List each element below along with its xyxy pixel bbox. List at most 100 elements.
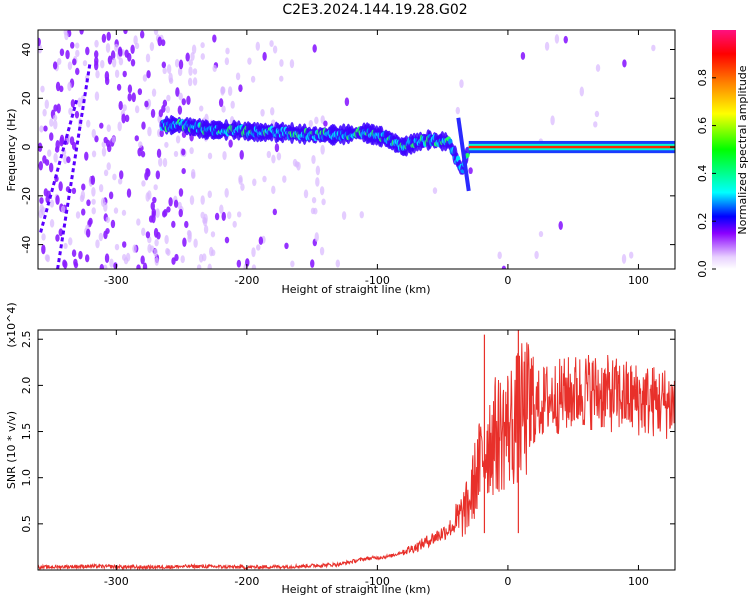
heatmap-noise-cell xyxy=(279,59,284,67)
heatmap-noise-cell xyxy=(189,195,195,206)
heatmap-noise-cell xyxy=(171,220,176,228)
heatmap-noise-cell xyxy=(187,77,193,87)
heatmap-noise-cell xyxy=(303,189,309,199)
heatmap-noise-cell xyxy=(64,31,69,41)
heatmap-noise-cell xyxy=(188,59,193,66)
heatmap-streak xyxy=(39,97,79,233)
heatmap-noise-cell xyxy=(56,103,61,114)
heatmap-noise-cell xyxy=(106,162,111,171)
heatmap-noise-cell xyxy=(150,108,156,118)
heatmap-noise-cell xyxy=(42,155,47,164)
heatmap-noise-cell xyxy=(118,57,124,66)
heatmap-noise-cell xyxy=(81,208,86,216)
heatmap-noise-cell xyxy=(53,152,58,163)
heatmap-noise-cell xyxy=(69,136,75,146)
heatmap-noise-cell xyxy=(240,183,245,191)
heatmap-noise-cell xyxy=(538,231,544,238)
heatmap-noise-cell xyxy=(111,136,116,143)
heatmap-noise-cell xyxy=(75,49,80,58)
heatmap-noise-cell xyxy=(314,116,319,125)
heatmap-noise-cell xyxy=(166,248,171,256)
snr-x-axis-label: Height of straight line (km) xyxy=(281,583,430,596)
heatmap-noise-cell xyxy=(85,228,91,238)
heatmap-noise-cell xyxy=(554,34,560,44)
heatmap-noise-cell xyxy=(497,251,502,260)
heatmap-noise-cell xyxy=(122,104,127,112)
heatmap-noise-cell xyxy=(558,221,563,230)
heatmap-noise-cell xyxy=(595,64,601,72)
heatmap-noise-cell xyxy=(262,51,267,61)
heatmap-noise-cell xyxy=(161,61,167,69)
heatmap-noise-cell xyxy=(651,44,656,52)
heatmap-noise-cell xyxy=(141,180,146,187)
heatmap-noise-cell xyxy=(40,85,45,93)
y-tick-label: 2.5 xyxy=(20,330,33,348)
heatmap-noise-cell xyxy=(147,190,152,200)
heatmap-noise-cell xyxy=(312,44,317,53)
heatmap-noise-cell xyxy=(155,170,161,180)
heatmap-noise-cell xyxy=(94,135,99,143)
heatmap-noise-cell xyxy=(157,36,162,47)
colorbar-tick-label: 0.4 xyxy=(696,165,709,183)
heatmap-noise-cell xyxy=(77,97,82,108)
heatmap-noise-cell xyxy=(47,149,52,157)
heatmap-noise-cell xyxy=(148,215,154,223)
heatmap-noise-cell xyxy=(75,67,80,76)
heatmap-noise-cell xyxy=(320,144,325,155)
heatmap-noise-cell xyxy=(52,61,58,70)
heatmap-noise-cell xyxy=(151,88,157,97)
heatmap-noise-cell xyxy=(67,61,73,70)
heatmap-noise-cell xyxy=(141,227,146,236)
heatmap-noise-cell xyxy=(191,171,196,180)
heatmap-noise-cell xyxy=(55,195,60,205)
heatmap-noise-cell xyxy=(155,208,160,218)
heatmap-noise-cell xyxy=(203,224,209,234)
heatmap-noise-cell xyxy=(65,49,70,60)
heatmap-noise-cell xyxy=(63,260,68,269)
heatmap-noise-cell xyxy=(314,232,319,242)
heatmap-noise-cell xyxy=(67,81,72,92)
heatmap-noise-cell xyxy=(91,128,96,138)
y-tick-label: 1.0 xyxy=(20,469,33,487)
heatmap-noise-cell xyxy=(182,237,187,247)
heatmap-noise-cell xyxy=(121,209,127,216)
heatmap-noise-cell xyxy=(38,44,43,54)
heatmap-noise-cell xyxy=(98,232,104,242)
heatmap-noise-cell xyxy=(111,57,117,68)
heatmap-noise-cell xyxy=(279,75,284,82)
heatmap-noise-cell xyxy=(53,104,58,112)
heatmap-noise-cell xyxy=(141,121,146,130)
heatmap-noise-cell xyxy=(168,197,173,207)
y-tick-label: 40 xyxy=(20,43,33,57)
heatmap-noise-cell xyxy=(85,46,90,56)
heatmap-noise-cell xyxy=(579,86,584,97)
x-tick-label: -200 xyxy=(234,274,259,287)
heatmap-noise-cell xyxy=(68,107,73,116)
heatmap-noise-cell xyxy=(468,167,473,175)
heatmap-noise-cell xyxy=(88,217,93,225)
heatmap-noise-cell xyxy=(124,114,130,123)
heatmap-noise-cell xyxy=(230,100,235,109)
heatmap-noise-cell xyxy=(63,154,68,165)
heatmap-noise-cell xyxy=(173,150,179,157)
heatmap-noise-cell xyxy=(175,135,181,144)
heatmap-noise-cell xyxy=(162,99,168,107)
signal-track-core xyxy=(465,152,470,158)
heatmap-noise-cell xyxy=(181,148,186,156)
heatmap-noise-cell xyxy=(105,228,110,235)
heatmap-noise-cell xyxy=(49,118,54,127)
heatmap-noise-cell xyxy=(236,259,242,268)
heatmap-noise-cell xyxy=(53,119,58,130)
x-tick-label: -100 xyxy=(365,274,390,287)
snr-frame xyxy=(37,329,676,571)
heatmap-noise-cell xyxy=(145,231,151,239)
heatmap-noise-cell xyxy=(136,264,141,269)
heatmap-noise-cell xyxy=(260,109,265,117)
heatmap-noise-cell xyxy=(60,205,66,214)
heatmap-noise-cell xyxy=(103,169,109,177)
heatmap-noise-cell xyxy=(117,46,123,57)
heatmap-noise-cell xyxy=(90,175,96,185)
heatmap-noise-cell xyxy=(126,188,132,198)
heatmap-noise-cell xyxy=(175,87,180,97)
